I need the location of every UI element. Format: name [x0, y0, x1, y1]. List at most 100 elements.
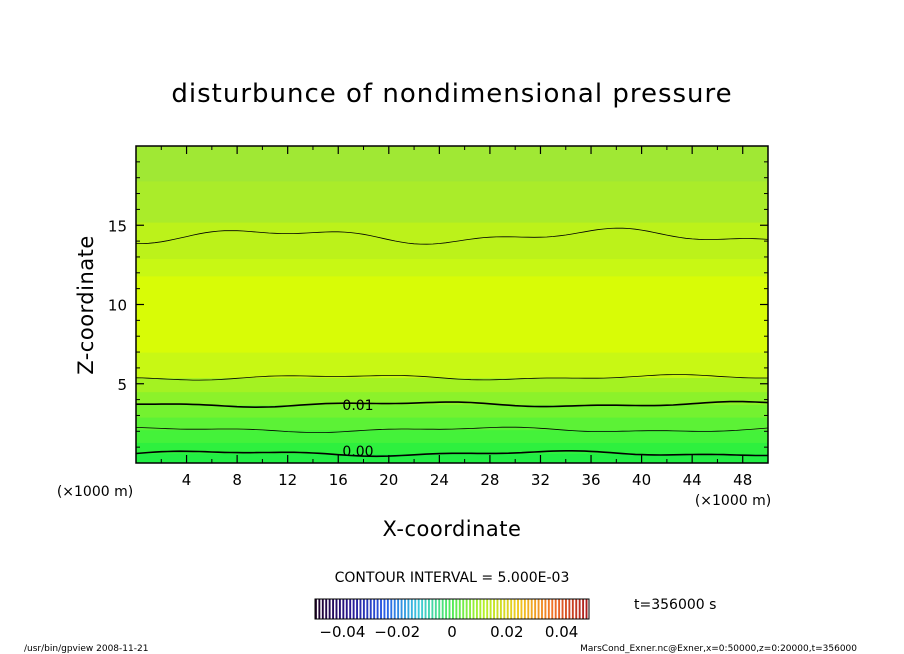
x-tick-label: 16 — [329, 471, 348, 489]
colorbar-cell — [414, 599, 417, 619]
colorbar-cell — [397, 599, 400, 619]
y-tick-label: 5 — [117, 376, 127, 394]
x-tick-label: 4 — [182, 471, 192, 489]
x-axis-unit-right: (×1000 m) — [695, 493, 771, 509]
x-tick-label: 32 — [531, 471, 550, 489]
colorbar-cell — [527, 599, 530, 619]
plot-area — [135, 146, 769, 464]
colorbar-cell — [489, 599, 492, 619]
colorbar-cell — [362, 599, 365, 619]
x-tick-label: 28 — [480, 471, 499, 489]
x-tick-label: 40 — [632, 471, 651, 489]
x-tick-label: 36 — [581, 471, 600, 489]
y-axis: 5 10 15 — [108, 161, 768, 448]
colorbar-cell — [582, 599, 585, 619]
x-tick-label: 20 — [379, 471, 398, 489]
colorbar-cell — [452, 599, 454, 619]
colorbar-cell — [445, 599, 448, 619]
colorbar-cell — [342, 599, 345, 619]
colorbar-cell — [338, 599, 341, 619]
colorbar-cell — [585, 599, 588, 619]
colorbar-cell — [551, 599, 554, 619]
contour-band — [136, 429, 768, 443]
colorbar-cell — [376, 599, 379, 619]
colorbar-cell — [332, 599, 335, 619]
colorbar-cell — [506, 599, 509, 619]
colorbar-cell — [513, 599, 516, 619]
colorbar-cell — [475, 599, 478, 619]
colorbar-cell — [537, 599, 540, 619]
colorbar-cell — [458, 599, 461, 619]
contour-band — [136, 146, 768, 182]
colorbar-ticks: −0.04 −0.02 0 0.02 0.04 — [319, 623, 578, 641]
colorbar-cell — [380, 599, 382, 619]
colorbar-cell — [400, 599, 403, 619]
contour-band — [136, 417, 768, 431]
contour-label-0.01: 0.01 — [342, 398, 373, 414]
colorbar-cell — [482, 599, 485, 619]
contour-band — [136, 352, 768, 378]
colorbar-cell — [383, 599, 386, 619]
contour-line — [135, 374, 768, 381]
colorbar-tick-label: −0.02 — [374, 623, 420, 641]
colorbar-cell — [349, 599, 352, 619]
chart-title: disturbunce of nondimensional pressure — [171, 79, 732, 109]
colorbar-cell — [523, 599, 526, 619]
colorbar-cell — [493, 599, 495, 619]
colorbar-cell — [318, 599, 321, 619]
colorbar-cell — [335, 599, 338, 619]
colorbar-frame — [314, 598, 590, 620]
colorbar-cell — [472, 599, 475, 619]
colorbar-cell — [517, 599, 519, 619]
contour-label-0.00: 0.00 — [342, 444, 373, 460]
colorbar-cell — [578, 599, 581, 619]
colorbar-cell — [499, 599, 502, 619]
colorbar-cell — [390, 599, 393, 619]
colorbar-cell — [441, 599, 444, 619]
contour-band — [136, 377, 768, 393]
colorbar-tick-label: 0.04 — [545, 623, 578, 641]
colorbar-cell — [315, 599, 317, 619]
colorbar-cell — [428, 599, 430, 619]
colorbar-cell — [417, 599, 420, 619]
x-tick-label: 8 — [232, 471, 242, 489]
colorbar-cell — [510, 599, 513, 619]
colorbar-cell — [386, 599, 389, 619]
contour-line — [135, 227, 769, 245]
colorbar-cell — [328, 599, 331, 619]
colorbar-cell — [366, 599, 369, 619]
footer-right: MarsCond_Exner.nc@Exner,x=0:50000,z=0:20… — [580, 644, 857, 654]
colorbar-cell — [369, 599, 372, 619]
colorbar-cell — [565, 599, 567, 619]
contour-line — [135, 450, 768, 458]
colorbar-cell — [424, 599, 427, 619]
colorbar-cell — [544, 599, 547, 619]
contour-band — [136, 404, 768, 418]
colorbar-cell — [455, 599, 458, 619]
colorbar-cell — [410, 599, 413, 619]
colorbar-cell — [568, 599, 571, 619]
contour-interval: CONTOUR INTERVAL = 5.000E-03 — [335, 570, 570, 586]
x-tick-label: 48 — [733, 471, 752, 489]
colorbar-cell — [530, 599, 533, 619]
contour-band — [136, 222, 768, 260]
colorbar-cell — [434, 599, 437, 619]
colorbar-cell — [534, 599, 537, 619]
colorbar-cell — [486, 599, 489, 619]
contour-band — [136, 276, 768, 353]
x-axis-unit-left: (×1000 m) — [57, 484, 133, 500]
contour-line — [136, 400, 769, 409]
colorbar-cell — [438, 599, 441, 619]
x-axis: 4 8 12 16 20 24 28 32 36 40 44 48 — [160, 146, 752, 489]
colorbar-cell — [421, 599, 424, 619]
x-tick-label: 12 — [278, 471, 297, 489]
colorbar-cell — [359, 599, 362, 619]
colorbar-cell — [469, 599, 472, 619]
colorbar-cell — [431, 599, 434, 619]
colorbar-cell — [575, 599, 578, 619]
colorbar-cell — [325, 599, 328, 619]
colorbar-cell — [503, 599, 506, 619]
time-label: t=356000 s — [634, 597, 716, 613]
contour-band — [136, 442, 768, 454]
